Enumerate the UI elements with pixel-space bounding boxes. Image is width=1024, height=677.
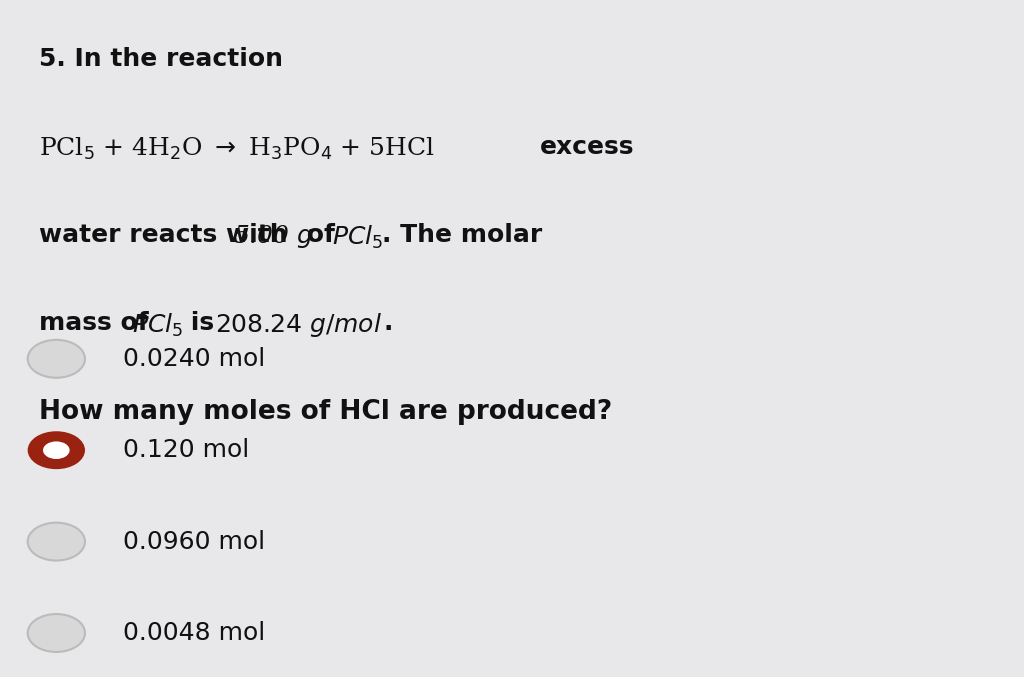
Text: . The molar: . The molar (382, 223, 542, 247)
Text: $PCl_5$: $PCl_5$ (332, 223, 383, 250)
Text: mass of: mass of (39, 311, 158, 335)
Text: is: is (182, 311, 223, 335)
Text: 0.0240 mol: 0.0240 mol (123, 347, 265, 371)
Text: 5.00 $g$: 5.00 $g$ (233, 223, 314, 250)
Text: excess: excess (540, 135, 634, 159)
Text: 0.120 mol: 0.120 mol (123, 438, 249, 462)
Text: 0.0048 mol: 0.0048 mol (123, 621, 265, 645)
Text: $PCl_5$: $PCl_5$ (132, 311, 183, 338)
Text: water reacts with: water reacts with (39, 223, 296, 247)
Text: PCl$_5$ + 4H$_2$O $\rightarrow$ H$_3$PO$_4$ + 5HCl: PCl$_5$ + 4H$_2$O $\rightarrow$ H$_3$PO$… (39, 135, 435, 162)
Text: of: of (298, 223, 344, 247)
Text: 0.0960 mol: 0.0960 mol (123, 529, 265, 554)
Text: .: . (384, 311, 393, 335)
Text: How many moles of HCl are produced?: How many moles of HCl are produced? (39, 399, 612, 425)
Text: 5. In the reaction: 5. In the reaction (39, 47, 283, 71)
Text: $208.24\ g/mol$: $208.24\ g/mol$ (215, 311, 382, 339)
